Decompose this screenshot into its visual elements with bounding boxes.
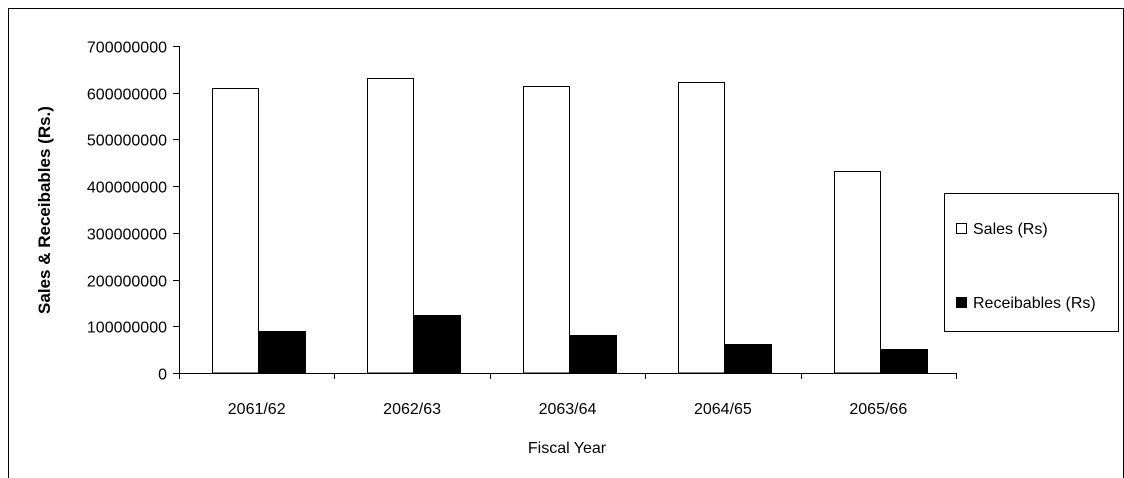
- y-tick-label: 200000000: [87, 274, 167, 291]
- legend-swatch-sales: [956, 223, 967, 234]
- y-tick-label: 400000000: [87, 180, 167, 197]
- y-axis-title: Sales & Receibables (Rs.): [35, 106, 54, 314]
- legend: Sales (Rs) Receibables (Rs): [944, 193, 1119, 332]
- bar-receivables: [725, 344, 772, 374]
- legend-swatch-receivables: [956, 297, 967, 308]
- y-tick-label: 700000000: [87, 40, 167, 57]
- legend-label-sales: Sales (Rs): [973, 221, 1048, 238]
- bar-receivables: [414, 315, 461, 374]
- y-tick-label: 300000000: [87, 227, 167, 244]
- y-tick-label: 600000000: [87, 87, 167, 104]
- bar-sales: [523, 86, 570, 374]
- bar-receivables: [570, 335, 617, 374]
- y-tick-label: 0: [158, 367, 167, 384]
- bar-sales: [367, 78, 414, 374]
- x-axis-title: Fiscal Year: [528, 440, 607, 457]
- bar-sales: [834, 171, 881, 374]
- legend-box: [944, 193, 1119, 332]
- x-tick-label: 2061/62: [228, 401, 286, 418]
- y-tick-label: 100000000: [87, 320, 167, 337]
- plot-area: 0 100000000 200000000 300000000 400000000 500…: [87, 40, 957, 418]
- x-tick-label: 2063/64: [539, 401, 597, 418]
- bar-receivables: [881, 349, 928, 374]
- legend-label-receivables: Receibables (Rs): [973, 295, 1096, 312]
- bar-sales: [678, 82, 725, 374]
- y-tick-label: 500000000: [87, 133, 167, 150]
- bar-receivables: [259, 331, 306, 374]
- x-tick-label: 2064/65: [694, 401, 752, 418]
- x-tick-label: 2065/66: [849, 401, 907, 418]
- bar-sales: [212, 88, 259, 374]
- x-tick-label: 2062/63: [383, 401, 441, 418]
